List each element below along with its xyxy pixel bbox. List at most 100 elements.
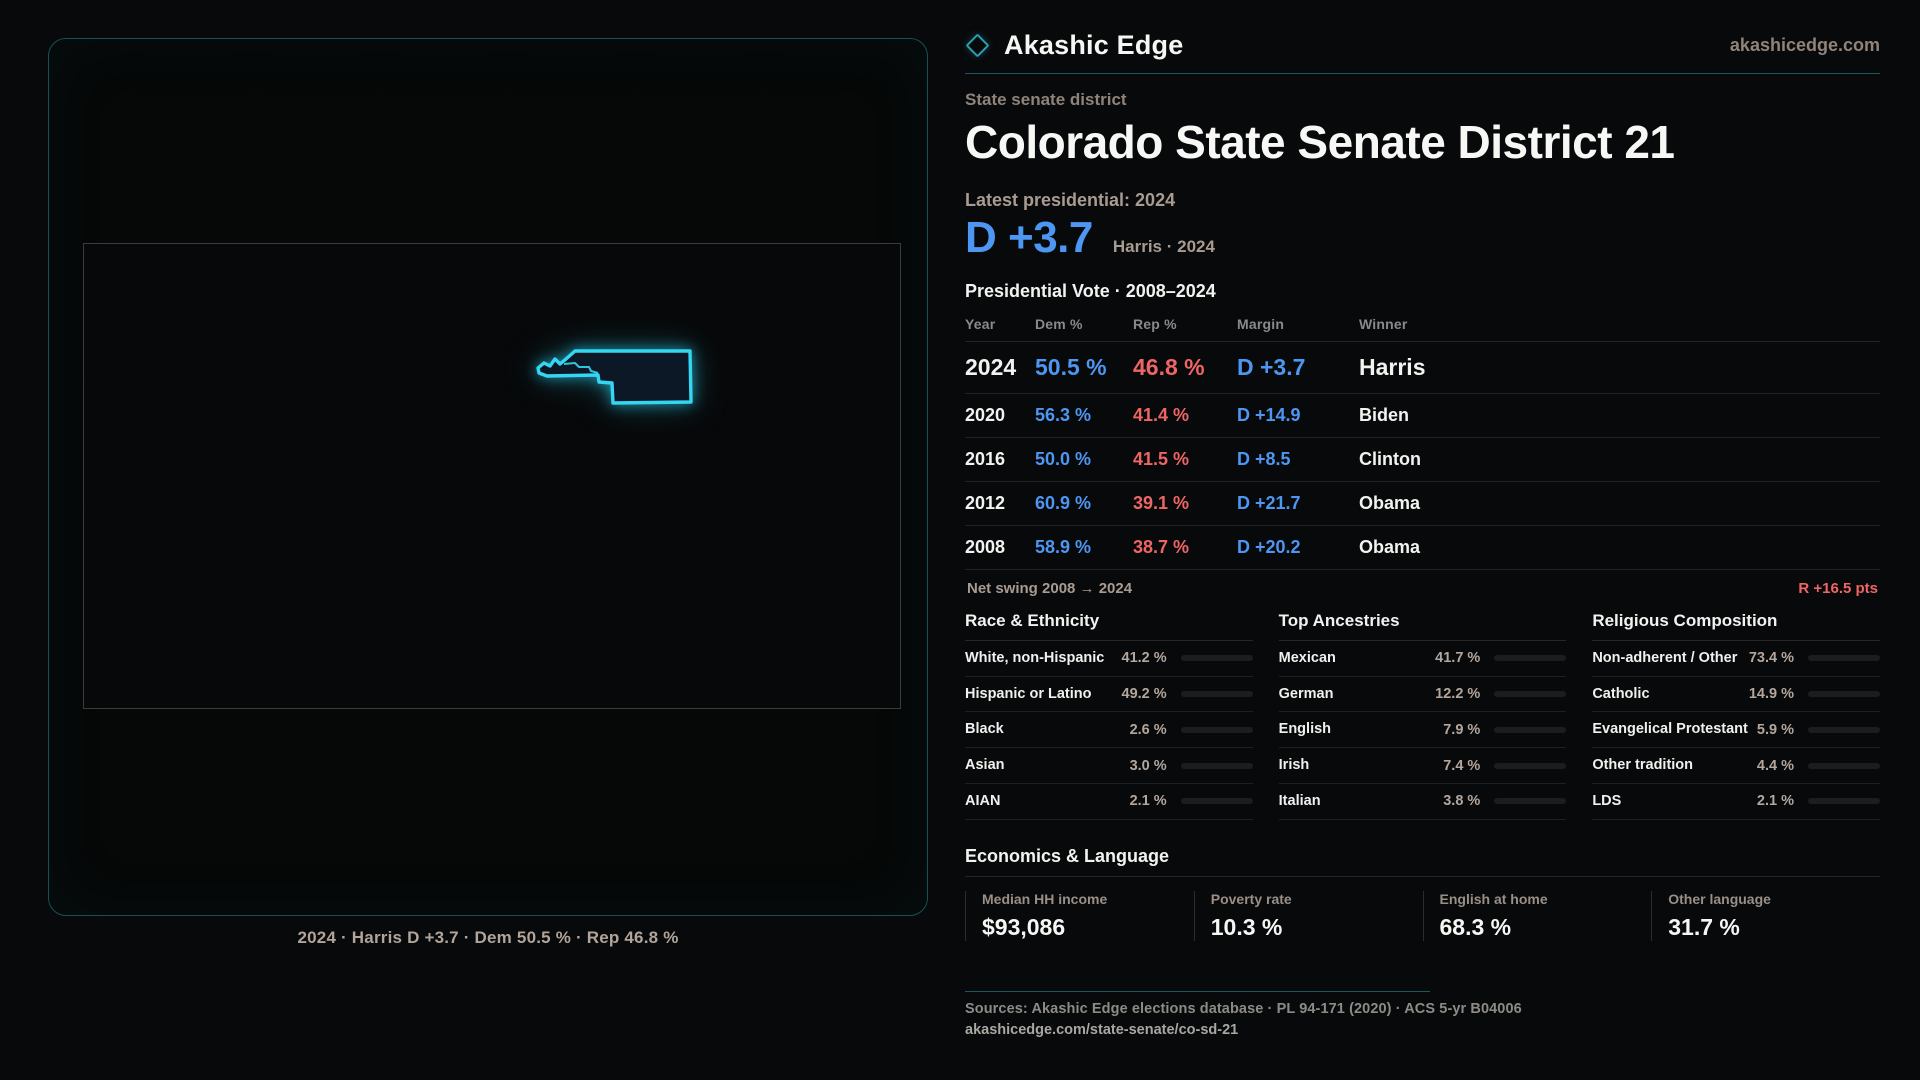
brand-lockup: Akashic Edge [965,30,1183,61]
state-boundary-outline [83,243,901,709]
net-swing-row: Net swing 2008 → 2024 R +16.5 pts [965,570,1880,607]
demo-value: 3.8 % [1443,793,1481,810]
demo-value: 2.6 % [1129,721,1167,738]
stat-poverty-rate: Poverty rate 10.3 % [1193,890,1423,941]
permalink[interactable]: akashicedge.com/state-senate/co-sd-21 [965,1021,1239,1038]
ancestry-column: Top Ancestries Mexican 41.7 % German 12.… [1278,611,1567,820]
cell-margin: D +3.7 [1237,353,1306,380]
list-item: Italian 3.8 % [1278,784,1567,820]
demo-value: 4.4 % [1756,757,1794,774]
economics-title: Economics & Language [965,846,1880,877]
demo-bar [1494,798,1567,805]
demo-label: AIAN [965,793,1001,810]
cell-winner: Biden [1359,404,1410,425]
demographics-section: Race & Ethnicity White, non-Hispanic 41.… [965,611,1880,820]
cell-winner: Obama [1359,492,1421,513]
list-item: LDS 2.1 % [1592,784,1880,820]
latest-margin-detail: Harris · 2024 [1112,236,1215,256]
race-ethnicity-column: Race & Ethnicity White, non-Hispanic 41.… [965,611,1253,820]
demo-bar [1180,655,1253,662]
demo-bar [1180,690,1253,697]
stat-label: Poverty rate [1210,890,1292,907]
footer: Sources: Akashic Edge elections database… [965,990,1880,1039]
cell-rep: 46.8 % [1133,353,1205,380]
content-panel: Akashic Edge akashicedge.com State senat… [965,0,1880,1039]
cell-year: 2016 [965,448,1006,469]
cell-winner: Harris [1359,353,1426,380]
list-item: Black 2.6 % [965,712,1253,749]
demo-label: Non-adherent / Other [1592,649,1738,666]
demo-value: 5.9 % [1756,721,1794,738]
cell-margin: D +8.5 [1237,448,1291,469]
race-ethnicity-title: Race & Ethnicity [965,611,1253,641]
demo-bar [1807,690,1880,697]
net-swing-value: R +16.5 pts [1798,579,1878,597]
list-item: Asian 3.0 % [965,748,1253,785]
stat-median-income: Median HH income $93,086 [965,890,1194,941]
demo-value: 12.2 % [1435,685,1481,702]
demo-label: Evangelical Protestant [1592,721,1748,738]
cell-rep: 39.1 % [1133,492,1190,513]
stat-value: 68.3 % [1439,913,1512,940]
list-item: AIAN 2.1 % [965,784,1253,820]
demo-bar [1807,798,1880,805]
cell-winner: Obama [1359,536,1421,557]
demo-value: 7.4 % [1443,757,1481,774]
vote-table-title: Presidential Vote · 2008–2024 [965,280,1216,301]
demo-bar [1807,762,1880,769]
demo-value: 41.7 % [1435,650,1481,667]
demo-bar [1494,726,1567,733]
demo-label: Mexican [1278,649,1336,666]
stat-value: 31.7 % [1668,913,1740,940]
latest-margin-row: D +3.7 Harris · 2024 [965,213,1880,263]
col-header-dem: Dem % [1035,315,1083,332]
demo-label: Catholic [1592,685,1650,702]
list-item: Hispanic or Latino 49.2 % [965,677,1253,713]
demo-bar [1180,762,1253,769]
religion-title: Religious Composition [1592,611,1880,641]
cell-margin: D +21.7 [1237,492,1301,513]
economics-stats-row: Median HH income $93,086 Poverty rate 10… [965,890,1880,941]
stat-label: English at home [1439,890,1548,907]
demo-label: LDS [1592,793,1622,810]
list-item: Non-adherent / Other 73.4 % [1592,641,1880,677]
demo-label: Black [965,721,1004,738]
stat-english-at-home: English at home 68.3 % [1422,890,1652,941]
stat-label: Median HH income [982,890,1108,907]
cell-rep: 38.7 % [1133,536,1190,557]
ancestry-title: Top Ancestries [1278,611,1567,641]
demo-label: Hispanic or Latino [965,685,1092,702]
col-header-rep: Rep % [1133,315,1177,332]
cell-dem: 60.9 % [1035,492,1092,513]
demo-label: Asian [965,757,1005,774]
col-header-year: Year [965,315,996,332]
cell-dem: 50.0 % [1035,448,1092,469]
cell-year: 2012 [965,492,1006,513]
stat-value: 10.3 % [1210,913,1283,940]
demo-value: 3.0 % [1129,757,1167,774]
stat-value: $93,086 [982,913,1066,940]
demo-bar [1180,726,1253,733]
site-link[interactable]: akashicedge.com [1729,35,1880,55]
cell-dem: 58.9 % [1035,536,1092,557]
header-divider [965,73,1880,74]
table-row: 2020 56.3 % 41.4 % D +14.9 Biden [965,394,1880,438]
demo-value: 14.9 % [1748,685,1794,702]
sources-text: Sources: Akashic Edge elections database… [965,1000,1522,1017]
kicker-label: State senate district [965,90,1127,109]
demo-value: 2.1 % [1756,793,1794,810]
demo-bar [1180,798,1253,805]
map-caption: 2024 · Harris D +3.7 · Dem 50.5 % · Rep … [297,928,679,947]
cell-rep: 41.4 % [1133,404,1190,425]
cell-year: 2020 [965,404,1006,425]
demo-label: Other tradition [1592,757,1694,774]
demo-label: English [1278,721,1332,738]
demo-bar [1494,655,1567,662]
stat-other-language: Other language 31.7 % [1651,890,1880,941]
brand-header: Akashic Edge akashicedge.com [965,30,1880,61]
table-row: 2016 50.0 % 41.5 % D +8.5 Clinton [965,438,1880,482]
table-row: 2024 50.5 % 46.8 % D +3.7 Harris [965,342,1880,394]
demo-value: 7.9 % [1443,721,1481,738]
cell-dem: 56.3 % [1035,404,1092,425]
